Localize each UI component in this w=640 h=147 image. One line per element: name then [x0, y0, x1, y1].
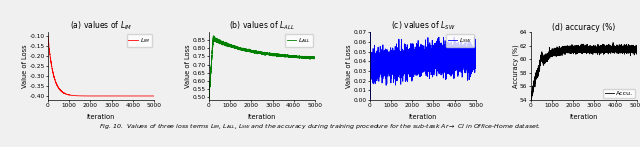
Line: $L_{SW}$: $L_{SW}$: [370, 32, 476, 100]
Accu.: [614, 48, 622, 49]
Legend: Accu.: Accu.: [603, 89, 635, 98]
$L_{IM}$: [131, 95, 139, 97]
$L_{ALL}$: [205, 96, 213, 98]
$L_{SW}$: [366, 31, 374, 33]
Y-axis label: Value of Loss: Value of Loss: [22, 44, 28, 88]
$L_{IM}$: [63, 93, 71, 95]
$L_{ALL}$: [246, 50, 253, 52]
Accu.: [527, 99, 535, 101]
Accu.: [606, 46, 614, 48]
$L_{IM}$: [107, 95, 115, 97]
Title: (d) accuracy (%): (d) accuracy (%): [552, 22, 616, 32]
Line: $L_{IM}$: $L_{IM}$: [48, 36, 154, 96]
Y-axis label: Value of Loss: Value of Loss: [346, 44, 352, 88]
Title: (a) values of $L_{IM}$: (a) values of $L_{IM}$: [70, 20, 132, 32]
$L_{SW}$: [435, 52, 443, 54]
X-axis label: Iteration: Iteration: [570, 114, 598, 120]
$L_{IM}$: [44, 35, 52, 37]
$L_{ALL}$: [292, 55, 300, 57]
Legend: $L_{IM}$: $L_{IM}$: [127, 34, 152, 47]
X-axis label: Iteration: Iteration: [87, 114, 115, 120]
Accu.: [527, 98, 535, 100]
X-axis label: Iteration: Iteration: [248, 114, 276, 120]
$L_{SW}$: [385, 68, 393, 70]
$L_{SW}$: [406, 62, 414, 64]
Accu.: [568, 50, 575, 52]
Accu.: [591, 50, 598, 52]
Line: Accu.: Accu.: [531, 43, 637, 100]
Title: (c) values of $L_{SW}$: (c) values of $L_{SW}$: [390, 20, 455, 32]
$L_{SW}$: [445, 68, 452, 70]
$L_{ALL}$: [269, 54, 276, 55]
$L_{ALL}$: [274, 55, 282, 57]
$L_{SW}$: [366, 99, 374, 101]
$L_{SW}$: [453, 45, 461, 47]
Line: $L_{ALL}$: $L_{ALL}$: [209, 36, 315, 99]
Legend: $L_{SW}$: $L_{SW}$: [446, 34, 474, 47]
$L_{IM}$: [108, 95, 115, 97]
$L_{ALL}$: [311, 57, 319, 58]
$L_{IM}$: [150, 95, 157, 97]
Accu.: [596, 47, 604, 49]
$L_{SW}$: [429, 57, 437, 59]
Accu.: [547, 52, 554, 54]
Legend: $L_{ALL}$: $L_{ALL}$: [285, 34, 313, 47]
Y-axis label: Accuracy (%): Accuracy (%): [512, 44, 518, 88]
$L_{ALL}$: [210, 35, 218, 37]
X-axis label: Iteration: Iteration: [409, 114, 437, 120]
Y-axis label: Value of Loss: Value of Loss: [185, 44, 191, 88]
$L_{ALL}$: [225, 44, 232, 46]
$L_{SW}$: [472, 52, 479, 54]
Text: Fig. 10.  Values of three loss terms $L_{IM}$, $L_{ALL}$, $L_{SW}$ and the accur: Fig. 10. Values of three loss terms $L_{…: [99, 122, 541, 131]
$L_{ALL}$: [205, 98, 213, 100]
$L_{IM}$: [113, 95, 121, 97]
Accu.: [609, 42, 617, 44]
$L_{IM}$: [84, 95, 92, 97]
Accu.: [633, 49, 640, 51]
$L_{ALL}$: [284, 55, 292, 57]
$L_{IM}$: [123, 95, 131, 97]
Title: (b) values of $L_{ALL}$: (b) values of $L_{ALL}$: [229, 20, 295, 32]
